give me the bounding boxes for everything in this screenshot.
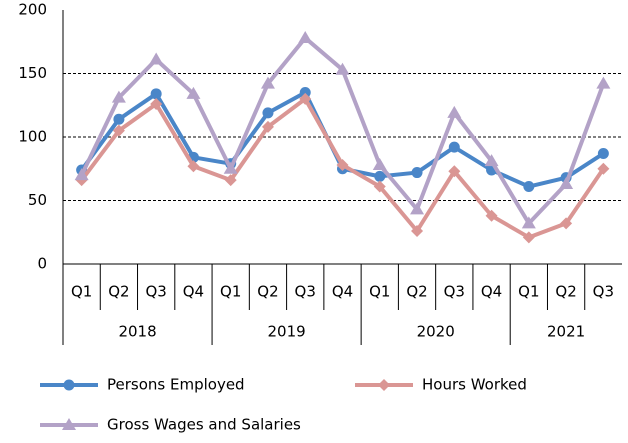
data-point — [410, 202, 425, 215]
legend-marker — [62, 418, 76, 430]
data-point — [374, 170, 386, 182]
data-point — [597, 162, 610, 175]
group-label: 2021 — [547, 323, 585, 341]
x-tick-label: Q4 — [332, 283, 353, 301]
legend-label: Gross Wages and Salaries — [107, 416, 301, 434]
data-point — [597, 148, 609, 160]
x-tick-label: Q1 — [71, 283, 92, 301]
data-point — [186, 86, 201, 99]
data-point — [113, 113, 125, 125]
y-tick-label: 0 — [37, 255, 47, 273]
data-point — [299, 92, 312, 105]
data-point — [299, 87, 311, 99]
data-point — [223, 161, 238, 174]
data-point — [149, 52, 164, 65]
data-point — [298, 30, 313, 43]
legend-label: Hours Worked — [422, 376, 527, 394]
data-point — [336, 158, 349, 171]
data-point — [411, 224, 424, 237]
data-point — [521, 216, 536, 229]
x-tick-label: Q4 — [183, 283, 204, 301]
x-tick-label: Q3 — [145, 283, 166, 301]
data-point — [224, 174, 237, 187]
x-tick-label: Q3 — [444, 283, 465, 301]
data-point — [411, 167, 423, 179]
y-tick-label: 200 — [18, 1, 47, 19]
data-point — [150, 97, 163, 110]
data-point — [560, 217, 573, 230]
data-point — [596, 76, 611, 89]
x-tick-label: Q4 — [481, 283, 502, 301]
group-label: 2020 — [417, 323, 455, 341]
group-label: 2019 — [268, 323, 306, 341]
x-tick-label: Q3 — [295, 283, 316, 301]
data-point — [448, 165, 461, 178]
data-point — [112, 124, 125, 137]
legend-label: Persons Employed — [107, 376, 245, 394]
data-point — [522, 231, 535, 244]
x-tick-label: Q2 — [555, 283, 576, 301]
data-point — [335, 62, 350, 75]
data-point — [261, 120, 274, 133]
data-point — [187, 160, 200, 173]
data-point — [150, 88, 162, 100]
data-point — [373, 180, 386, 193]
data-point — [447, 105, 462, 118]
data-point — [484, 154, 499, 167]
y-tick-label: 100 — [18, 128, 47, 146]
x-tick-label: Q1 — [518, 283, 539, 301]
x-tick-label: Q3 — [593, 283, 614, 301]
legend-marker — [378, 379, 390, 391]
data-point — [523, 181, 535, 193]
x-tick-label: Q1 — [220, 283, 241, 301]
data-point — [372, 157, 387, 170]
y-tick-label: 150 — [18, 64, 47, 82]
data-point — [260, 76, 275, 89]
data-point — [559, 176, 574, 189]
x-tick-label: Q2 — [406, 283, 427, 301]
data-point — [262, 107, 274, 119]
x-tick-label: Q2 — [257, 283, 278, 301]
x-tick-label: Q2 — [108, 283, 129, 301]
data-point — [448, 141, 460, 153]
y-tick-label: 50 — [28, 191, 47, 209]
legend-marker — [63, 379, 75, 391]
data-point — [74, 168, 89, 181]
group-label: 2018 — [118, 323, 156, 341]
x-tick-label: Q1 — [369, 283, 390, 301]
data-point — [111, 90, 126, 103]
data-point — [485, 209, 498, 222]
